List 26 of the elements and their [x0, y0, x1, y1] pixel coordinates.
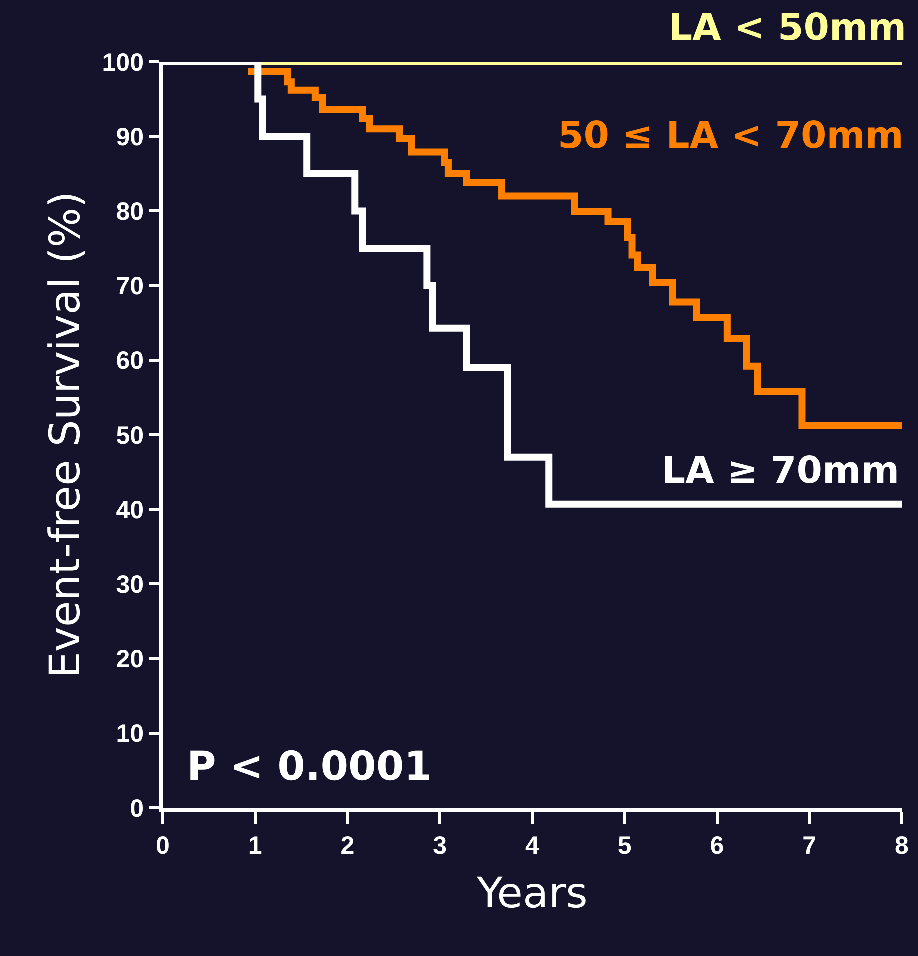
x-tick-label: 3: [433, 832, 448, 860]
series-label: LA < 50mm: [669, 6, 907, 49]
y-tick-label: 100: [102, 48, 144, 77]
y-tick-label: 30: [116, 570, 144, 599]
x-axis-title: Years: [476, 868, 588, 918]
x-tick-label: 5: [618, 832, 632, 860]
y-tick-label: 0: [130, 794, 144, 823]
x-tick-label: 4: [526, 832, 540, 860]
y-axis-title: Event-free Survival (%): [40, 192, 90, 678]
y-tick-label: 60: [116, 347, 144, 376]
series-label: LA ≥ 70mm: [662, 449, 900, 492]
series-label: 50 ≤ LA < 70mm: [558, 114, 904, 157]
x-tick-label: 6: [710, 832, 724, 860]
x-tick-label: 7: [802, 832, 817, 860]
y-tick-label: 80: [116, 198, 144, 226]
y-tick-label: 90: [116, 123, 144, 152]
y-tick-label: 10: [116, 720, 144, 748]
x-tick-label: 2: [340, 832, 355, 860]
x-tick-label: 8: [895, 832, 910, 860]
y-tick-label: 40: [116, 496, 144, 524]
y-tick-label: 70: [116, 272, 144, 301]
x-tick-label: 1: [248, 832, 262, 860]
y-tick-label: 50: [116, 422, 144, 450]
y-tick-label: 20: [116, 646, 144, 674]
annotation: P < 0.0001: [187, 744, 432, 790]
x-tick-label: 0: [156, 832, 170, 860]
